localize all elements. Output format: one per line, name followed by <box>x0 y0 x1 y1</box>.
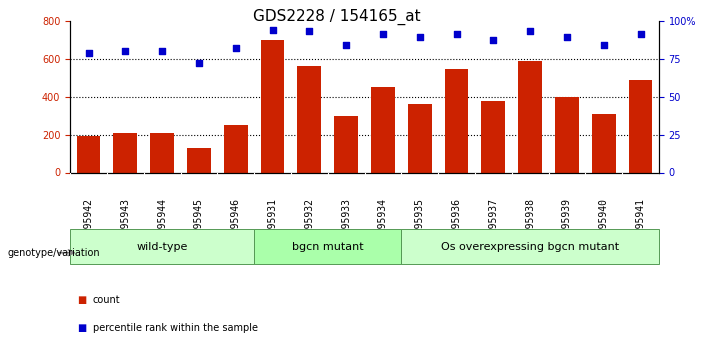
Bar <box>70 229 254 264</box>
Bar <box>629 80 653 172</box>
Text: GSM95942: GSM95942 <box>83 198 93 245</box>
Point <box>83 50 94 55</box>
Text: GSM95945: GSM95945 <box>194 198 204 245</box>
Point <box>562 34 573 40</box>
Bar <box>518 61 542 172</box>
Text: GSM95939: GSM95939 <box>562 198 572 245</box>
Text: GSM95938: GSM95938 <box>525 198 535 245</box>
Text: count: count <box>93 295 120 305</box>
Bar <box>150 132 174 172</box>
Point <box>488 38 499 43</box>
Point <box>267 27 278 32</box>
Point <box>635 32 646 37</box>
Point <box>524 29 536 34</box>
Point <box>304 29 315 34</box>
Point <box>377 32 388 37</box>
Point <box>156 48 168 54</box>
Bar <box>482 101 505 172</box>
Text: bgcn mutant: bgcn mutant <box>292 242 364 252</box>
Point <box>451 32 462 37</box>
Point <box>414 34 426 40</box>
Bar <box>371 87 395 172</box>
Bar <box>401 229 659 264</box>
Text: GSM95936: GSM95936 <box>451 198 461 245</box>
Text: wild-type: wild-type <box>137 242 188 252</box>
Text: GSM95941: GSM95941 <box>636 198 646 245</box>
Point <box>598 42 609 48</box>
Text: GSM95932: GSM95932 <box>304 198 314 245</box>
Text: ■: ■ <box>77 295 86 305</box>
Bar <box>334 116 358 172</box>
Text: GSM95944: GSM95944 <box>157 198 167 245</box>
Bar <box>444 69 468 172</box>
Text: GSM95935: GSM95935 <box>415 198 425 245</box>
Bar <box>76 137 100 172</box>
Text: GSM95933: GSM95933 <box>341 198 351 245</box>
Bar <box>114 132 137 172</box>
Text: GSM95931: GSM95931 <box>268 198 278 245</box>
Text: Os overexpressing bgcn mutant: Os overexpressing bgcn mutant <box>441 242 619 252</box>
Point <box>341 42 352 48</box>
Bar <box>592 114 615 172</box>
Point <box>193 60 205 66</box>
Point <box>120 48 131 54</box>
Bar <box>187 148 211 172</box>
Text: GSM95934: GSM95934 <box>378 198 388 245</box>
Text: genotype/variation: genotype/variation <box>7 248 100 257</box>
Bar <box>224 125 247 172</box>
Text: GSM95943: GSM95943 <box>121 198 130 245</box>
Text: GDS2228 / 154165_at: GDS2228 / 154165_at <box>252 9 421 25</box>
Bar <box>408 104 432 172</box>
Text: GSM95946: GSM95946 <box>231 198 240 245</box>
Text: ■: ■ <box>77 323 86 333</box>
Bar <box>254 229 401 264</box>
Point <box>230 45 241 51</box>
Bar <box>555 97 579 172</box>
Text: GSM95937: GSM95937 <box>489 198 498 245</box>
Text: GSM95940: GSM95940 <box>599 198 608 245</box>
Bar <box>261 40 285 173</box>
Text: percentile rank within the sample: percentile rank within the sample <box>93 323 257 333</box>
Bar <box>297 66 321 172</box>
